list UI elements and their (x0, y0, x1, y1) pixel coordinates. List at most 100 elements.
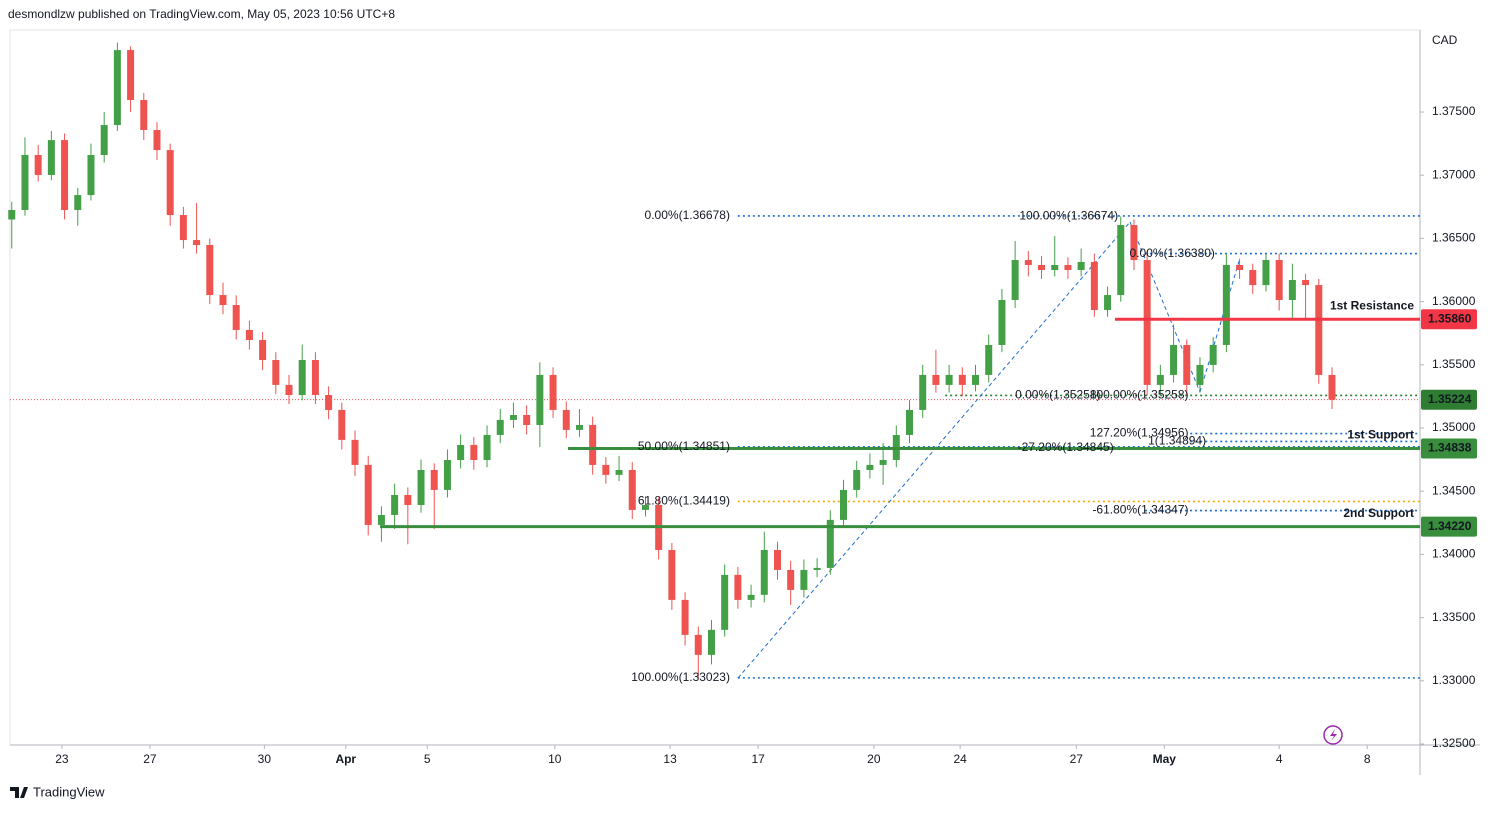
candle-body (245, 329, 253, 341)
alert-circle[interactable] (1323, 725, 1343, 745)
y-tick-label: 1.35000 (1432, 420, 1476, 434)
candle-body (179, 215, 187, 241)
candle-body (906, 409, 914, 435)
candle-body (1262, 260, 1270, 286)
candle-body (8, 209, 16, 220)
candle-body (272, 360, 280, 385)
candle-body (879, 459, 887, 465)
y-tick-label: 1.33500 (1432, 610, 1476, 624)
x-tick-label: Apr (335, 752, 356, 766)
candle-body (325, 395, 333, 410)
y-tick-label: 1.32500 (1432, 736, 1476, 750)
candle-body (1288, 280, 1296, 300)
alert-icon[interactable] (1323, 725, 1343, 745)
candle-body (760, 549, 768, 595)
x-tick-label: 8 (1364, 752, 1371, 766)
candle-body (773, 549, 781, 570)
fib-label: 100.00%(1.35258) (1090, 388, 1189, 402)
fib-label: -27.20%(1.34845) (1018, 440, 1114, 454)
candle-body (747, 594, 755, 600)
candle-body (377, 514, 385, 525)
candle-body (866, 464, 874, 470)
price-tag-label: 1.35860 (1428, 311, 1472, 325)
candle-body (1222, 264, 1230, 345)
candle-body (1275, 260, 1283, 300)
publish-info: desmondlzw published on TradingView.com,… (8, 7, 395, 21)
candle-body (351, 439, 359, 465)
fib-label: 127.20%(1.34956) (1090, 426, 1189, 440)
candle-body (919, 374, 927, 410)
candle-body (1090, 261, 1098, 310)
candle-body (813, 567, 821, 570)
logo-mark (10, 787, 28, 798)
y-tick-label: 1.36000 (1432, 294, 1476, 308)
candle-body (1024, 260, 1032, 265)
candle-body (417, 469, 425, 505)
price-tag (1421, 516, 1477, 537)
trend-line (737, 221, 1131, 679)
candle-body (298, 360, 306, 396)
x-tick-label: 23 (55, 752, 69, 766)
fib-label: 0.00%(1.36380) (1130, 246, 1215, 260)
candle-body (1011, 260, 1019, 300)
y-tick-label: 1.34000 (1432, 547, 1476, 561)
candle-body (998, 299, 1006, 345)
candle-body (430, 469, 438, 490)
x-tick-label: 17 (751, 752, 765, 766)
candle-body (840, 489, 848, 520)
y-tick-label: 1.34500 (1432, 483, 1476, 497)
candle-body (404, 494, 412, 505)
candle-body (932, 374, 940, 385)
candle-body (853, 469, 861, 490)
candle-body (1183, 344, 1191, 385)
candle-body (1038, 264, 1046, 271)
y-tick-label: 1.33000 (1432, 673, 1476, 687)
candle-body (1051, 264, 1059, 271)
candle-body (826, 519, 834, 568)
x-tick-label: 10 (548, 752, 562, 766)
x-tick-label: 27 (143, 752, 157, 766)
candle-body (707, 629, 715, 655)
candle-body (1117, 225, 1125, 296)
candle-body (364, 464, 372, 525)
fib-label: 100.00%(1.33023) (631, 670, 730, 684)
candle-body (443, 459, 451, 490)
candle-body (721, 574, 729, 630)
footer-logo: TradingView (10, 784, 105, 799)
x-tick-label: 5 (424, 752, 431, 766)
candle-body (1143, 260, 1151, 385)
candle-body (668, 549, 676, 600)
candle-body (615, 469, 623, 475)
fib-label: 61.80%(1.34419) (638, 494, 730, 508)
x-tick-label: 20 (867, 752, 881, 766)
candle-body (1328, 374, 1336, 400)
candle-body (232, 305, 240, 330)
x-tick-label: 27 (1070, 752, 1084, 766)
candle-body (338, 409, 346, 440)
candle-body (1156, 374, 1164, 385)
candle-body (734, 574, 742, 600)
candle-body (958, 374, 966, 385)
price-tag-label: 1.34220 (1428, 519, 1472, 533)
candle-body (509, 414, 517, 420)
candle-body (391, 494, 399, 515)
candle-body (206, 244, 214, 296)
fib-label: 50.00%(1.34851) (638, 439, 730, 453)
candle-body (113, 50, 121, 126)
candle-body (61, 140, 69, 210)
alert-bolt[interactable] (1330, 729, 1337, 741)
fib-label: 1(1.34894) (1148, 434, 1206, 448)
x-tick-label: 4 (1276, 752, 1283, 766)
candle-body (602, 464, 610, 475)
trend-lines (737, 221, 1241, 679)
annotations: 1st Resistance 1.35860 1st Support 1.34838 2… (380, 208, 1477, 684)
candle-body (1315, 285, 1323, 375)
candle-body (470, 444, 478, 460)
fib-label: 0.00%(1.35258) (1015, 388, 1100, 402)
candle-body (219, 295, 227, 306)
price-tag-label: 1.35224 (1428, 392, 1472, 406)
price-tag (1421, 389, 1477, 410)
trend-line (1129, 221, 1201, 393)
candle-body (1104, 295, 1112, 310)
